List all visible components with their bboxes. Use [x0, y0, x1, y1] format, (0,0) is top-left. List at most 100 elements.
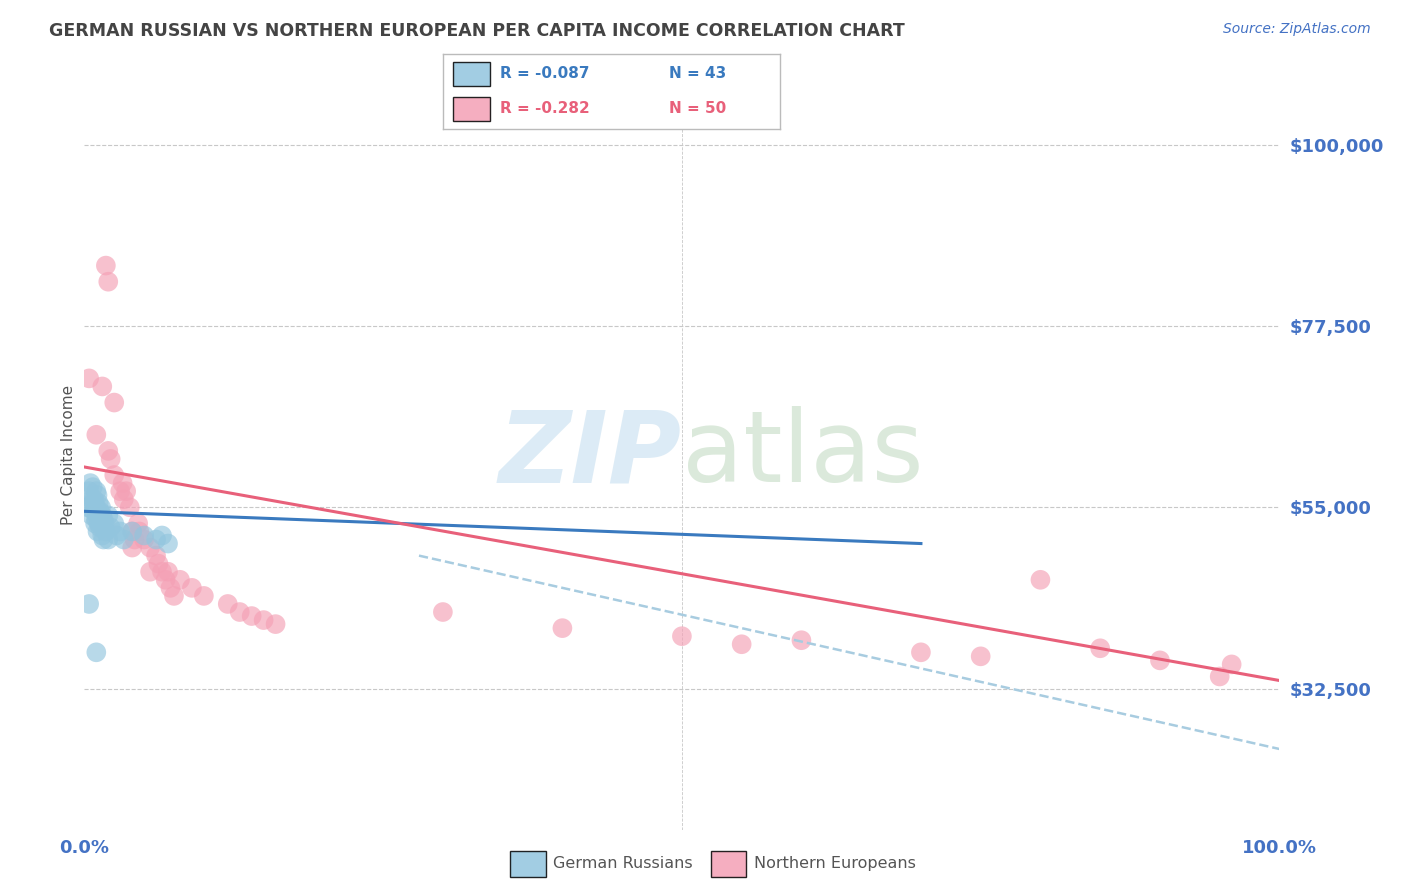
Point	[110, 524, 132, 539]
Text: Northern Europeans: Northern Europeans	[754, 855, 917, 871]
Point	[217, 597, 239, 611]
Point	[121, 541, 143, 555]
Point	[1220, 657, 1243, 672]
Point	[671, 629, 693, 643]
Point	[97, 508, 120, 523]
Text: N = 43: N = 43	[669, 67, 727, 81]
Point	[111, 476, 134, 491]
Point	[93, 533, 115, 547]
Point	[169, 573, 191, 587]
Point	[157, 565, 180, 579]
FancyBboxPatch shape	[453, 62, 491, 87]
Point	[82, 480, 104, 494]
Point	[91, 528, 114, 542]
Point	[80, 492, 103, 507]
Point	[132, 533, 156, 547]
Point	[118, 500, 141, 515]
Point	[86, 488, 108, 502]
Text: GERMAN RUSSIAN VS NORTHERN EUROPEAN PER CAPITA INCOME CORRELATION CHART: GERMAN RUSSIAN VS NORTHERN EUROPEAN PER …	[49, 22, 905, 40]
Text: N = 50: N = 50	[669, 102, 727, 116]
Point	[103, 395, 125, 409]
Point	[100, 520, 122, 534]
Point	[112, 533, 135, 547]
Point	[103, 468, 125, 483]
Point	[145, 533, 167, 547]
Point	[163, 589, 186, 603]
Point	[100, 452, 122, 467]
Text: ZIP: ZIP	[499, 407, 682, 503]
Point	[145, 549, 167, 563]
Point	[112, 492, 135, 507]
FancyBboxPatch shape	[711, 851, 747, 877]
Point	[150, 528, 173, 542]
Point	[94, 259, 117, 273]
Point	[1090, 641, 1112, 656]
Point	[82, 496, 104, 510]
Point	[124, 533, 146, 547]
Point	[97, 533, 120, 547]
FancyBboxPatch shape	[453, 96, 491, 121]
Point	[121, 524, 143, 539]
Point	[97, 443, 120, 458]
Point	[84, 500, 107, 515]
Point	[253, 613, 276, 627]
Text: R = -0.282: R = -0.282	[501, 102, 591, 116]
Point	[86, 484, 108, 499]
Point	[83, 504, 105, 518]
Point	[86, 508, 108, 523]
Point	[127, 516, 149, 531]
Point	[77, 371, 100, 385]
Point	[91, 379, 114, 393]
FancyBboxPatch shape	[510, 851, 546, 877]
Point	[94, 524, 117, 539]
Point	[110, 484, 132, 499]
Point	[86, 645, 108, 659]
Point	[139, 565, 162, 579]
Point	[132, 528, 156, 542]
Point	[77, 500, 100, 515]
Text: German Russians: German Russians	[554, 855, 693, 871]
Point	[86, 427, 108, 442]
Point	[89, 520, 111, 534]
Point	[97, 275, 120, 289]
Point	[105, 528, 128, 542]
Text: atlas: atlas	[682, 407, 924, 503]
Point	[150, 565, 173, 579]
Point	[86, 524, 108, 539]
Text: Source: ZipAtlas.com: Source: ZipAtlas.com	[1223, 22, 1371, 37]
Point	[148, 557, 170, 571]
Point	[87, 496, 110, 510]
Point	[86, 512, 108, 526]
Point	[240, 609, 263, 624]
Point	[84, 516, 107, 531]
Point	[551, 621, 574, 635]
Point	[86, 500, 108, 515]
Point	[77, 484, 100, 499]
Point	[264, 617, 287, 632]
Point	[157, 536, 180, 550]
Point	[1029, 573, 1052, 587]
Point	[790, 633, 813, 648]
Point	[139, 541, 162, 555]
Point	[90, 516, 112, 531]
Point	[93, 516, 115, 531]
Point	[432, 605, 454, 619]
Point	[229, 605, 252, 619]
Point	[128, 524, 150, 539]
Point	[77, 597, 100, 611]
Point	[910, 645, 932, 659]
Point	[83, 492, 105, 507]
Point	[159, 581, 181, 595]
Point	[115, 484, 138, 499]
Text: R = -0.087: R = -0.087	[501, 67, 589, 81]
Point	[90, 500, 112, 515]
Point	[93, 512, 115, 526]
Point	[731, 637, 754, 651]
Point	[193, 589, 215, 603]
Point	[181, 581, 204, 595]
Point	[103, 516, 125, 531]
Point	[79, 476, 101, 491]
Point	[80, 508, 103, 523]
Y-axis label: Per Capita Income: Per Capita Income	[60, 384, 76, 525]
Point	[89, 504, 111, 518]
